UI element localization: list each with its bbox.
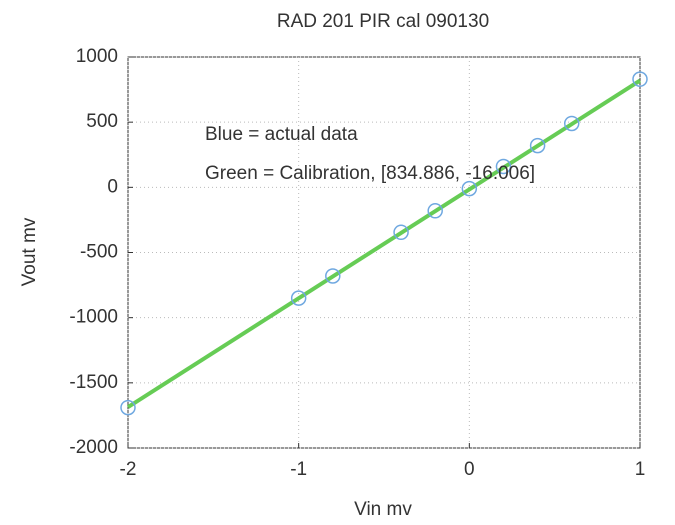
y-tick-label: 1000 [76,46,118,67]
y-tick-label: -1500 [69,372,118,393]
data-point [563,115,580,132]
data-point [290,290,307,306]
data-point [632,71,648,87]
chart-title: RAD 201 PIR cal 090130 [277,11,489,32]
y-axis-label: Vout mv [19,217,40,286]
y-tick-label: 0 [107,176,118,197]
data-point [325,268,341,284]
y-tick-label: -500 [80,242,118,263]
data-point [393,224,409,241]
annotation: Green = Calibration, [834.886, -16.006] [205,163,535,184]
x-tick-label: -2 [120,459,137,480]
x-tick-label: -1 [290,459,307,480]
x-tick-label: 0 [464,459,475,480]
data-point [427,203,443,219]
y-tick-label: -1000 [69,307,118,328]
data-point [461,180,478,197]
data-point [495,158,512,175]
x-tick-label: 1 [635,459,646,480]
y-tick-label: -2000 [69,437,118,458]
annotation: Blue = actual data [205,124,358,145]
calibration-line [126,78,642,409]
data-point [120,399,136,416]
y-tick-label: 500 [86,111,118,132]
x-axis-label: Vin mv [354,499,412,520]
data-point [529,137,546,154]
